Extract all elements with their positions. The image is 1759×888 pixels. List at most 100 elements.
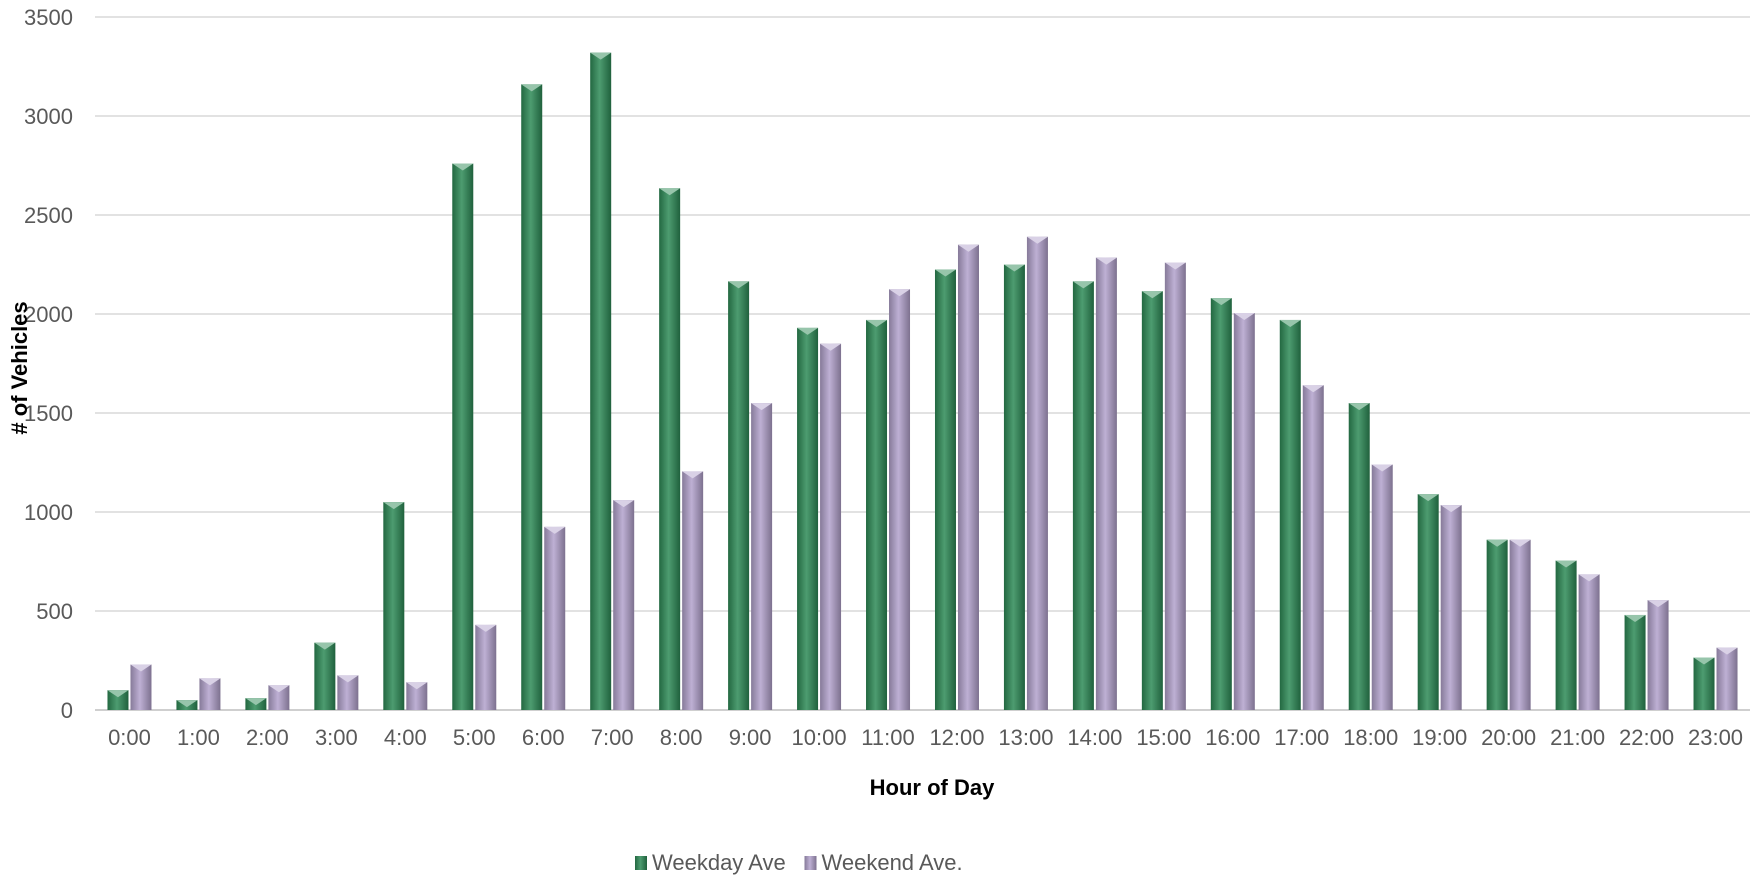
bar-weekday: [659, 188, 681, 710]
x-tick-label: 23:00: [1688, 725, 1743, 750]
gridlines: [95, 16, 1750, 711]
bar-weekend: [1440, 505, 1462, 710]
bar-cap: [1095, 257, 1117, 265]
x-tick-label: 13:00: [998, 725, 1053, 750]
bar-cap: [521, 84, 543, 92]
bar-cap: [314, 642, 336, 650]
bar-weekend: [199, 678, 221, 710]
bar-cap: [957, 244, 979, 252]
bar-weekend: [1578, 574, 1600, 710]
y-tick-label: 2000: [24, 302, 73, 327]
bar-weekday: [1348, 403, 1370, 710]
bar-cap: [1440, 505, 1462, 513]
y-axis-tick-labels: 0 500 1000 1500 2000 2500 3000 3500: [24, 5, 73, 723]
bar-cap: [1348, 403, 1370, 411]
bar-cap: [1417, 494, 1439, 502]
bar-weekday: [866, 319, 888, 710]
bar-weekend: [544, 526, 566, 710]
bar-weekday: [1210, 298, 1232, 710]
x-tick-label: 4:00: [384, 725, 427, 750]
bar-cap: [820, 343, 842, 351]
x-tick-label: 22:00: [1619, 725, 1674, 750]
bar-cap: [337, 675, 359, 683]
x-tick-label: 18:00: [1343, 725, 1398, 750]
bar-cap: [1716, 647, 1738, 655]
bar-weekend: [475, 624, 497, 710]
x-tick-label: 1:00: [177, 725, 220, 750]
bar-cap: [245, 698, 267, 706]
bar-cap: [751, 403, 773, 411]
bar-weekday: [1279, 319, 1301, 710]
bar-cap: [1279, 319, 1301, 327]
bar-weekday: [1003, 264, 1025, 710]
y-tick-label: 3000: [24, 104, 73, 129]
y-tick-label: 500: [36, 599, 73, 624]
bar-cap: [1302, 385, 1324, 393]
bar-cap: [268, 685, 290, 693]
bar-weekend: [406, 682, 428, 710]
bar-weekend: [682, 471, 704, 710]
bar-cap: [797, 327, 819, 335]
bar-weekend: [1233, 313, 1255, 710]
x-axis-title: Hour of Day: [870, 775, 995, 800]
bar-cap: [1486, 539, 1508, 547]
bar-weekend: [613, 500, 635, 710]
bar-weekend: [1371, 464, 1393, 710]
bar-cap: [1624, 614, 1646, 622]
x-tick-label: 21:00: [1550, 725, 1605, 750]
bar-weekend: [751, 403, 773, 710]
bar-cap: [1210, 298, 1232, 306]
bar-weekday: [383, 502, 405, 710]
bar-cap: [1693, 657, 1715, 665]
x-tick-label: 5:00: [453, 725, 496, 750]
legend-label: Weekend Ave.: [822, 850, 963, 875]
bar-cap: [1072, 281, 1094, 289]
bar-weekend: [820, 343, 842, 710]
bar-cap: [1578, 574, 1600, 582]
bar-cap: [107, 690, 129, 698]
bar-cap: [130, 664, 152, 672]
x-tick-label: 8:00: [660, 725, 703, 750]
bar-cap: [1555, 560, 1577, 568]
x-tick-label: 20:00: [1481, 725, 1536, 750]
bar-cap: [176, 700, 198, 708]
bar-cap: [934, 269, 956, 277]
x-tick-label: 2:00: [246, 725, 289, 750]
legend-label: Weekday Ave: [652, 850, 786, 875]
x-tick-label: 14:00: [1067, 725, 1122, 750]
x-tick-label: 11:00: [861, 725, 914, 750]
bar-weekday: [797, 327, 819, 710]
bar-cap: [1371, 464, 1393, 472]
legend-swatch: [804, 856, 817, 870]
x-tick-label: 17:00: [1274, 725, 1329, 750]
bar-weekday: [452, 163, 474, 710]
bar-cap: [406, 682, 428, 690]
bar-weekday: [107, 690, 129, 710]
bar-weekday: [1624, 614, 1646, 710]
y-tick-label: 0: [61, 698, 73, 723]
bar-weekend: [957, 244, 979, 710]
bar-cap: [475, 624, 497, 632]
x-tick-label: 6:00: [522, 725, 565, 750]
x-tick-label: 16:00: [1205, 725, 1260, 750]
bar-cap: [199, 678, 221, 686]
bar-cap: [613, 500, 635, 508]
bar-cap: [659, 188, 681, 196]
y-tick-label: 2500: [24, 203, 73, 228]
bar-weekend: [1716, 647, 1738, 710]
bar-cap: [1164, 262, 1186, 270]
bar-cap: [590, 52, 612, 60]
legend: Weekday Ave Weekend Ave.: [635, 850, 963, 875]
x-tick-label: 15:00: [1136, 725, 1191, 750]
x-tick-label: 12:00: [929, 725, 984, 750]
bar-cap: [1647, 600, 1669, 608]
bar-weekday: [1693, 657, 1715, 710]
x-tick-label: 19:00: [1412, 725, 1467, 750]
bar-weekday: [1072, 281, 1094, 710]
bar-weekend: [1095, 257, 1117, 710]
bar-cap: [889, 289, 911, 297]
y-tick-label: 3500: [24, 5, 73, 30]
bar-cap: [1026, 236, 1048, 244]
